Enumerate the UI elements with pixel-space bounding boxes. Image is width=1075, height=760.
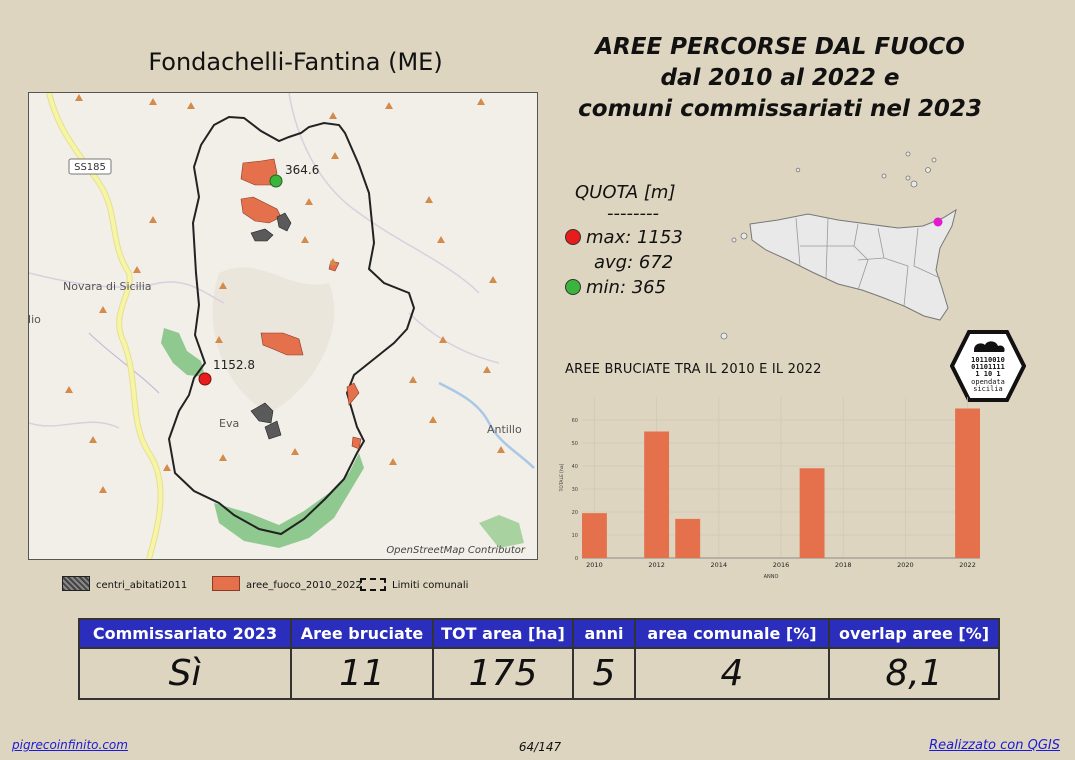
header-overlap: overlap aree [%] <box>828 618 1000 649</box>
y-tick-label: 20 <box>572 510 578 516</box>
opendata-sicilia-logo[interactable]: 10110010 01101111 1 10 1 opendata sicili… <box>949 330 1027 402</box>
road-shield <box>68 158 112 175</box>
legend-item-fuoco: aree_fuoco_2010_2022 <box>212 576 362 596</box>
legend-item-centri: centri_abitati2011 <box>62 576 187 596</box>
svg-text:10110010: 10110010 <box>971 356 1005 364</box>
min-elevation-label: 364.6 <box>285 163 319 177</box>
main-title-line1: AREE PERCORSE DAL FUOCO <box>595 34 965 60</box>
svg-text:opendata: opendata <box>971 378 1005 386</box>
min-elevation-marker <box>269 174 283 188</box>
footer-site-link[interactable]: pigrecoinfinito.com <box>12 738 128 752</box>
header-tot-area: TOT area [ha] <box>432 618 574 649</box>
x-tick-label: 2014 <box>711 561 728 569</box>
x-tick-label: 2016 <box>773 561 790 569</box>
town-label-antillo: Antillo <box>487 423 522 436</box>
value-area-comunale: 4 <box>634 647 830 700</box>
map-title: Fondachelli-Fantina (ME) <box>148 48 443 76</box>
min-dot-icon <box>565 279 581 295</box>
header-area-comunale: area comunale [%] <box>634 618 830 649</box>
bar-chart-title: AREE BRUCIATE TRA IL 2010 E IL 2022 <box>565 362 822 377</box>
forest-area <box>479 515 524 548</box>
sicily-shape <box>749 208 957 321</box>
value-anni: 5 <box>572 647 636 700</box>
x-tick-label: 2018 <box>835 561 852 569</box>
map-frame[interactable]: SS185 Novara di Sicilia Eva Antillo ilio… <box>28 92 538 560</box>
header-commissariato: Commissariato 2023 <box>78 618 292 649</box>
x-tick-label: 2010 <box>586 561 603 569</box>
svg-text:01101111: 01101111 <box>971 363 1005 371</box>
bar-chart-svg: 0 10 20 30 40 50 60 2010 2012 2014 2016 2018 2020 202… <box>559 397 980 580</box>
quota-min-row: min: 365 <box>565 275 705 300</box>
value-tot-area: 175 <box>432 647 574 700</box>
x-tick-label: 2012 <box>648 561 665 569</box>
bar-2017 <box>799 468 825 558</box>
x-axis-label: ANNO <box>764 574 779 580</box>
fire-swatch-icon <box>212 576 240 591</box>
quota-max: max: 1153 <box>586 227 683 248</box>
x-tick-label: 2022 <box>959 561 976 569</box>
bar-2012 <box>644 431 670 558</box>
quota-separator: -------- <box>607 203 659 224</box>
quota-min: min: 365 <box>586 277 667 298</box>
page-number: 64/147 <box>518 740 562 754</box>
main-title-line3: comuni commissariati nel 2023 <box>578 96 982 122</box>
y-axis-label: TOTALE [ha] <box>559 463 565 492</box>
quota-title: QUOTA [m] <box>575 182 676 203</box>
fire-areas <box>240 158 362 450</box>
quota-avg: avg: 672 <box>594 252 674 273</box>
boundary-swatch-icon <box>360 578 386 591</box>
stats-header-row: Commissariato 2023 Aree bruciate TOT are… <box>78 618 1000 649</box>
town-label-novara: Novara di Sicilia <box>63 280 152 293</box>
islands <box>720 151 937 340</box>
location-marker <box>933 217 943 227</box>
footer-qgis-link[interactable]: Realizzato con QGIS <box>929 738 1060 753</box>
svg-text:sicilia: sicilia <box>973 385 1003 393</box>
municipal-boundary <box>167 115 416 536</box>
cloud-icon <box>974 341 1005 352</box>
urban-areas <box>250 212 292 440</box>
urban-swatch-icon <box>62 576 90 591</box>
stats-value-row: Sì 11 175 5 4 8,1 <box>78 647 1000 700</box>
sicily-locator-map <box>708 148 973 348</box>
river <box>438 381 535 469</box>
peak-markers <box>65 94 505 493</box>
y-tick-label: 30 <box>572 487 578 493</box>
header-aree-bruciate: Aree bruciate <box>290 618 434 649</box>
x-tick-label: 2020 <box>897 561 914 569</box>
town-label-evangelisti: Eva <box>219 417 239 430</box>
quota-max-row: max: 1153 <box>565 225 705 250</box>
bar-2010 <box>582 513 607 558</box>
town-label-edge: ilio <box>29 313 41 326</box>
forest-area <box>161 328 205 377</box>
y-tick-label: 60 <box>572 418 578 424</box>
elevation-summary: QUOTA [m] -------- max: 1153 avg: 672 mi… <box>565 180 705 300</box>
max-dot-icon <box>565 229 581 245</box>
max-elevation-marker <box>198 372 212 386</box>
bar-2013 <box>675 518 701 558</box>
value-commissariato: Sì <box>78 647 292 700</box>
max-elevation-label: 1152.8 <box>213 358 255 372</box>
main-title: AREE PERCORSE DAL FUOCO dal 2010 al 2022… <box>560 32 1000 125</box>
y-tick-label: 50 <box>572 441 578 447</box>
value-overlap: 8,1 <box>828 647 1000 700</box>
value-aree-bruciate: 11 <box>290 647 434 700</box>
y-tick-label: 10 <box>572 533 578 539</box>
legend-item-limiti: Limiti comunali <box>360 576 468 596</box>
svg-text:1 10 1: 1 10 1 <box>975 370 1000 378</box>
y-tick-label: 40 <box>572 464 578 470</box>
bar-2022 <box>955 408 980 558</box>
road-label: SS185 <box>74 162 106 173</box>
y-tick-label: 0 <box>575 556 578 562</box>
map-attribution: OpenStreetMap Contributor <box>386 545 526 556</box>
burned-areas-bar-chart: 0 10 20 30 40 50 60 2010 2012 2014 2016 2018 2020 202… <box>555 385 985 585</box>
municipality-map: SS185 Novara di Sicilia Eva Antillo ilio… <box>29 93 537 559</box>
header-anni: anni <box>572 618 636 649</box>
main-title-line2: dal 2010 al 2022 e <box>660 65 900 91</box>
stats-table: Commissariato 2023 Aree bruciate TOT are… <box>78 618 1000 700</box>
